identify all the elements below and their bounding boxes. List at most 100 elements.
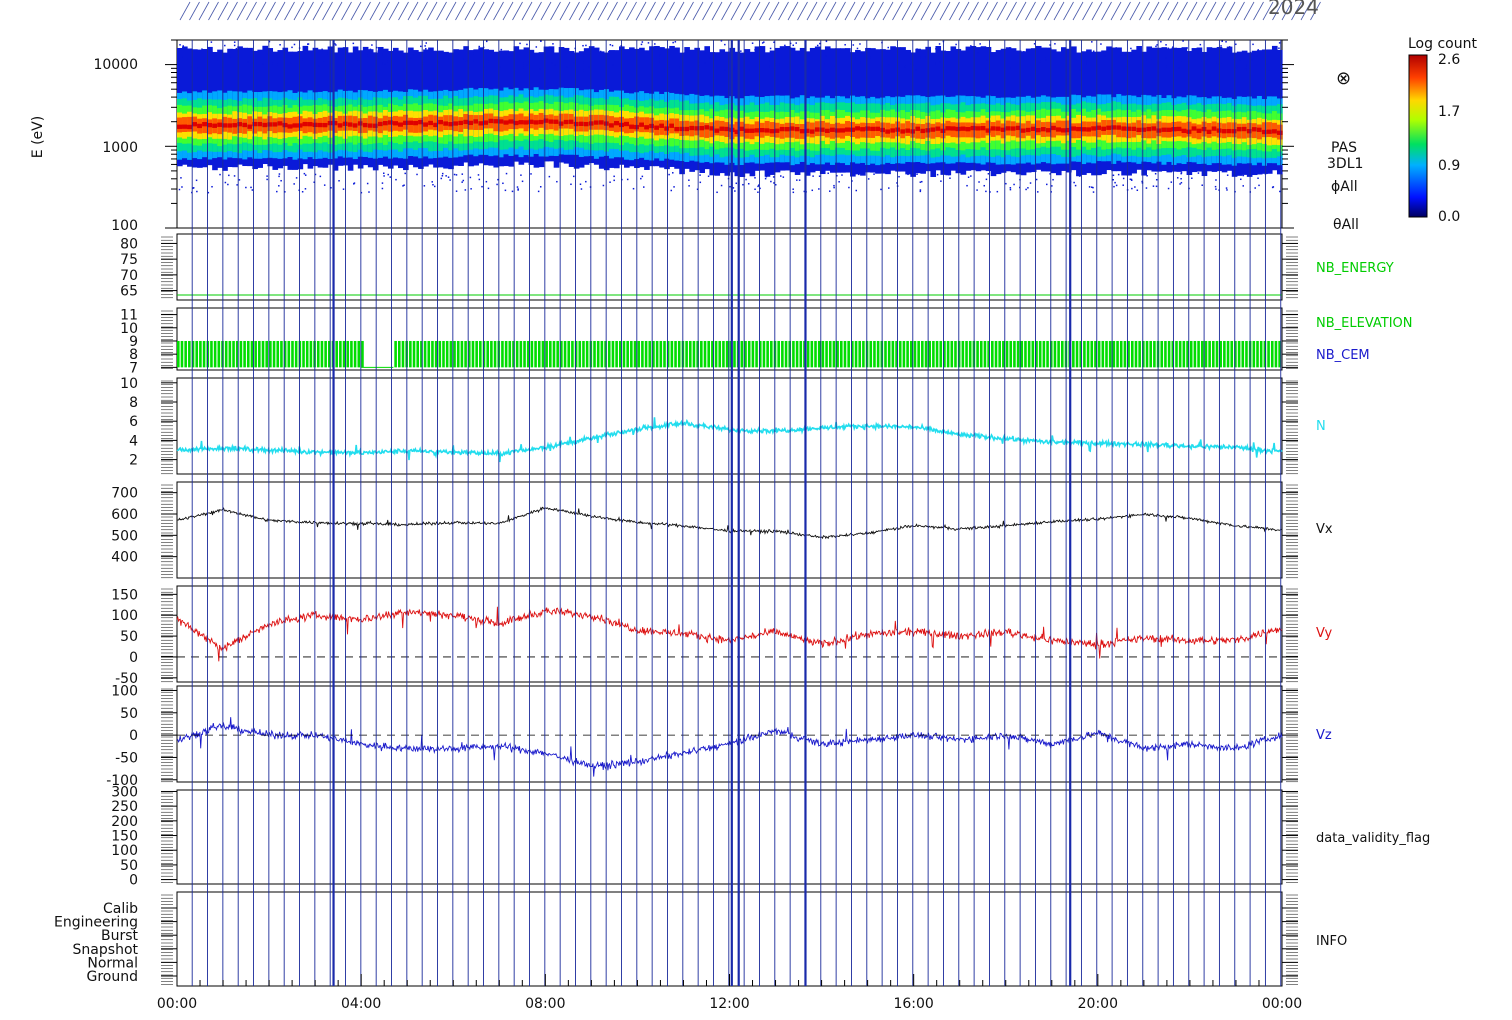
header-tick (1072, 1, 1084, 21)
xtick-label: 20:00 (1078, 996, 1118, 1012)
spectrogram-cell (699, 126, 705, 131)
spectrogram-speckle (1278, 47, 1280, 49)
spectrogram-cell (769, 128, 776, 134)
spectrogram-speckle (640, 177, 642, 180)
spectrogram-speckle (1174, 65, 1176, 68)
spectrogram-speckle (890, 47, 892, 50)
nb-elevation-bar (1274, 340, 1278, 368)
spectrogram-speckle (1165, 65, 1167, 68)
header-tick (1186, 1, 1198, 21)
nb-elevation-bar (1278, 340, 1281, 368)
spectrogram-speckle (366, 54, 369, 57)
nb-elevation-bar (427, 340, 431, 368)
nb-elevation-bar (350, 340, 353, 368)
spectrogram-speckle (304, 188, 307, 190)
spectrogram-cell (704, 123, 711, 138)
spectrogram-speckle (319, 68, 321, 71)
spectrogram-speckle (921, 180, 923, 183)
spectrogram-cell (593, 120, 600, 125)
spectrogram-speckle (445, 175, 447, 177)
nb-elevation-bar (357, 340, 361, 368)
header-tick (702, 1, 713, 21)
spectrogram-speckle (599, 50, 602, 53)
spectrogram-speckle (539, 68, 541, 70)
spectrogram-speckle (425, 42, 428, 44)
nb-elevation-bar (493, 340, 497, 368)
header-tick (331, 1, 343, 21)
spectrogram-speckle (976, 189, 978, 191)
spectrogram-speckle (294, 61, 296, 64)
spectrogram-cell (317, 122, 324, 128)
spectrogram-speckle (758, 184, 760, 186)
nb-elevation-bar (1234, 340, 1237, 368)
spectrogram-speckle (763, 41, 765, 43)
spectrogram-speckle (1112, 178, 1114, 181)
spectrogram-speckle (1226, 189, 1228, 191)
spectrogram-speckle (1092, 186, 1094, 189)
spectrogram-speckle (851, 54, 854, 56)
spectrogram-speckle (233, 44, 236, 47)
nb-elevation-bar (1016, 340, 1020, 368)
spectrogram-cell (1136, 127, 1142, 133)
nb-elevation-bar (1105, 340, 1108, 368)
spectrogram-cell (1256, 127, 1263, 132)
spectrogram-speckle (593, 48, 595, 50)
spectrogram-speckle (1130, 179, 1133, 181)
spectrogram-speckle (854, 57, 856, 60)
nb-elevation-bar (508, 340, 512, 368)
panel-label-nb-elevation: NB_ELEVATION (1316, 316, 1413, 331)
spectrogram-speckle (1094, 54, 1097, 56)
spectrogram-speckle (1146, 58, 1148, 61)
nb-elevation-bar (604, 340, 607, 368)
spectrogram-speckle (819, 42, 821, 45)
spectrogram-cell (257, 121, 263, 127)
spectrogram-speckle (580, 51, 582, 54)
spectrogram-speckle (368, 191, 370, 193)
spectrogram-speckle (1033, 43, 1036, 45)
spectrogram-speckle (677, 66, 680, 69)
spectrogram-cell (242, 122, 248, 128)
header-tick (778, 1, 789, 21)
spectrogram-cell (1181, 128, 1188, 134)
nb-elevation-bar (549, 340, 552, 368)
spectrogram-speckle (1122, 177, 1125, 180)
spectrogram-speckle (1179, 183, 1181, 185)
spectrogram-speckle (1091, 186, 1093, 188)
spectrogram-cell (262, 122, 269, 128)
nb-elevation-bar (707, 340, 710, 368)
spectrogram-speckle (1035, 178, 1038, 181)
spectrogram-cell (588, 121, 595, 126)
spectrogram-speckle (626, 178, 629, 181)
nb-elevation-bar (541, 340, 545, 368)
spectrogram-cell (1061, 128, 1067, 133)
spectrogram-speckle (580, 188, 583, 190)
spectrogram-speckle (196, 190, 198, 193)
spectrogram-speckle (1009, 188, 1012, 191)
spectrogram-speckle (535, 46, 538, 48)
spectrogram-speckle (759, 187, 761, 190)
ytick-label: 70 (120, 268, 138, 284)
header-tick (664, 1, 675, 21)
spectrogram-speckle (360, 191, 363, 194)
spectrogram-speckle (742, 183, 744, 186)
spectrogram-cell (704, 125, 711, 130)
header-tick (1167, 1, 1179, 21)
nb-elevation-bar (582, 340, 585, 368)
spectrogram-speckle (196, 56, 199, 58)
spectrogram-cell (433, 122, 439, 128)
spectrogram-cell (1161, 127, 1168, 132)
header-tick (369, 1, 381, 21)
spectrogram-cell (428, 120, 434, 126)
spectrogram-speckle (474, 55, 477, 57)
spectrogram-cell (458, 120, 464, 126)
nb-elevation-bar (747, 340, 751, 368)
spectrogram-cell (955, 126, 962, 132)
spectrogram-speckle (250, 62, 253, 64)
nb-elevation-bar (456, 340, 460, 368)
nb-elevation-bar (887, 340, 891, 368)
spectrogram-cell (413, 120, 419, 126)
spectrogram-cell (1136, 120, 1142, 136)
spectrogram-speckle (566, 66, 568, 68)
nb-elevation-bar (504, 340, 508, 368)
